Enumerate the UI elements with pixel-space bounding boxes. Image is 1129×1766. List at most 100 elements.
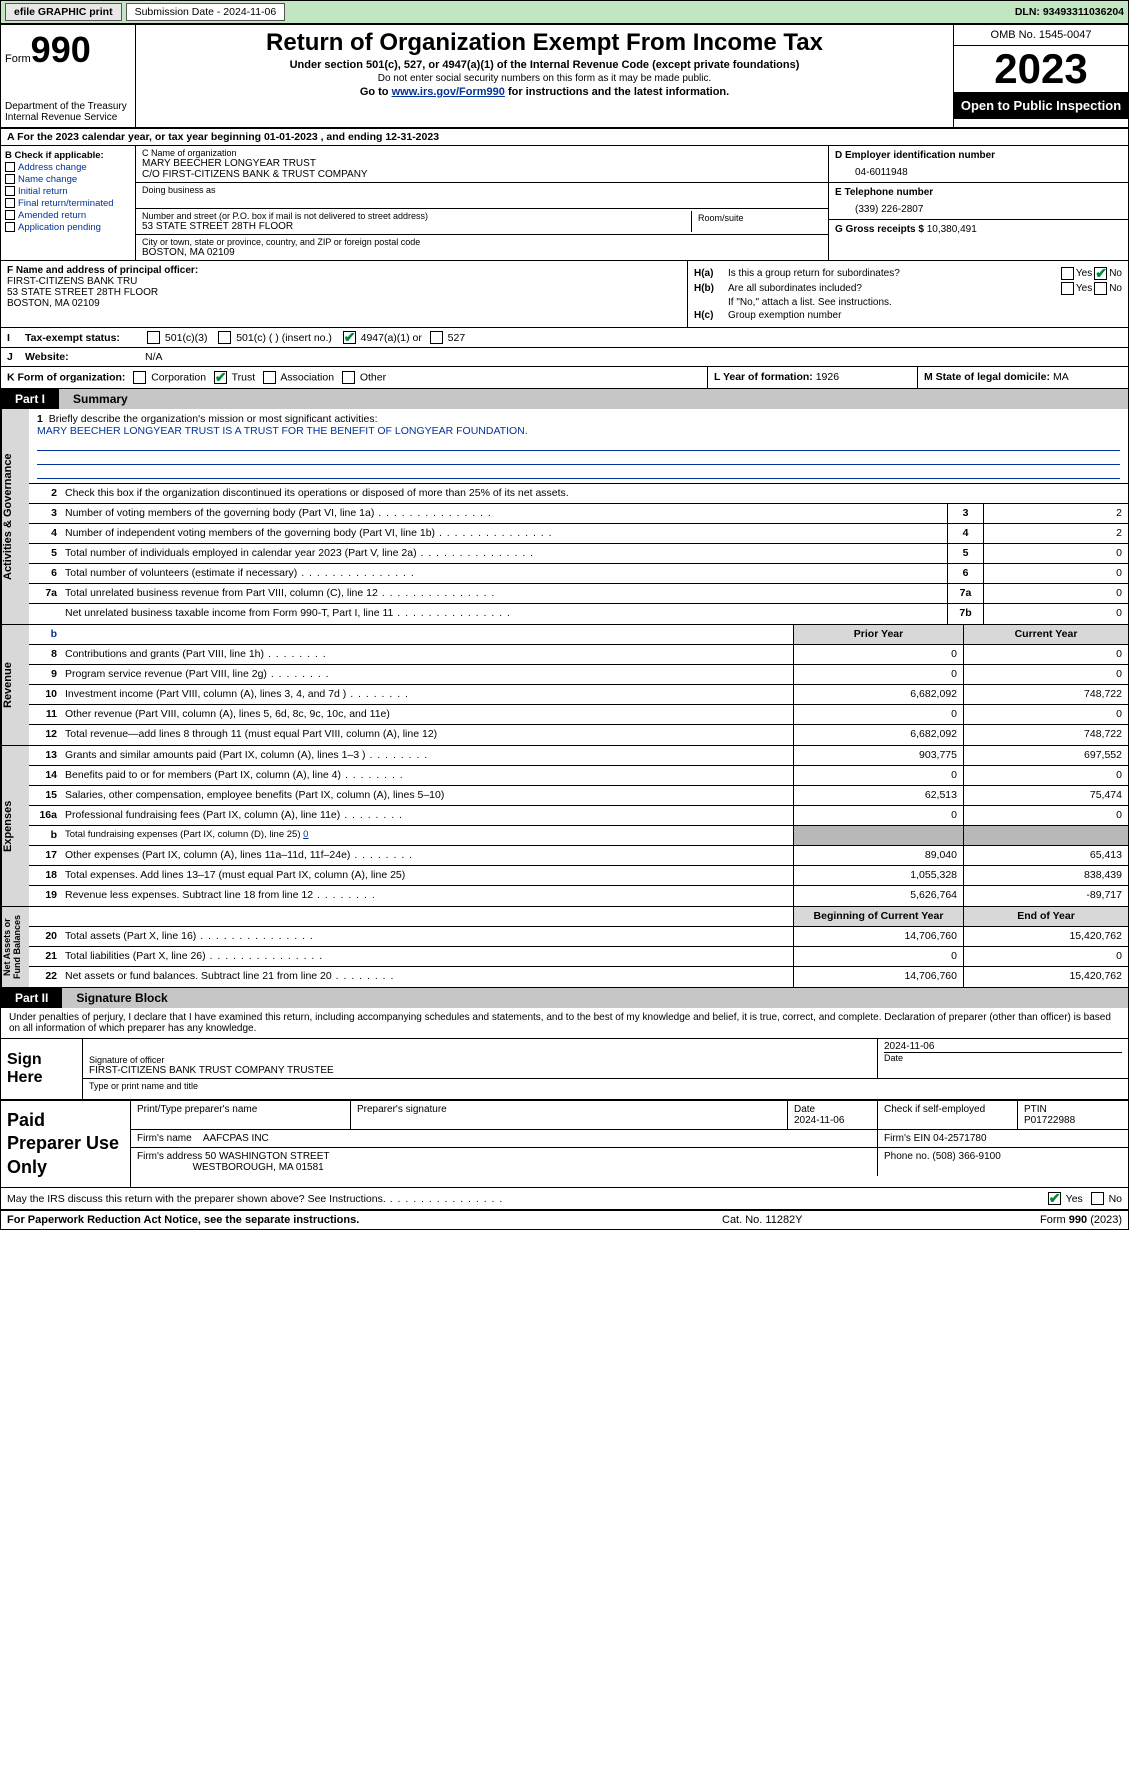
val-6: 0 — [983, 564, 1128, 583]
discuss-no[interactable] — [1091, 1192, 1104, 1205]
p11: 0 — [793, 705, 963, 724]
col-begin: Beginning of Current Year — [793, 907, 963, 926]
chk-4947[interactable] — [343, 331, 356, 344]
klm-row: K Form of organization: Corporation Trus… — [1, 367, 1128, 389]
goto-line: Go to www.irs.gov/Form990 for instructio… — [140, 86, 949, 98]
line-14: Benefits paid to or for members (Part IX… — [61, 766, 793, 785]
section-expenses: Expenses 13Grants and similar amounts pa… — [1, 746, 1128, 907]
discuss-question: May the IRS discuss this return with the… — [7, 1193, 503, 1205]
line-3: Number of voting members of the governin… — [61, 504, 947, 523]
form-ssn-note: Do not enter social security numbers on … — [140, 73, 949, 84]
line-19: Revenue less expenses. Subtract line 18 … — [61, 886, 793, 906]
line-5: Total number of individuals employed in … — [61, 544, 947, 563]
city-value: BOSTON, MA 02109 — [142, 247, 822, 258]
form-org-label: K Form of organization: — [7, 371, 125, 383]
form-990: Form990 Department of the Treasury Inter… — [0, 24, 1129, 1230]
chk-initial-return[interactable]: Initial return — [5, 186, 131, 197]
chk-assoc[interactable] — [263, 371, 276, 384]
part-2-tag: Part II — [1, 988, 62, 1008]
chk-501c3[interactable] — [147, 331, 160, 344]
org-name: MARY BEECHER LONGYEAR TRUST — [142, 158, 822, 169]
ha-question: Is this a group return for subordinates? — [728, 268, 1059, 279]
line-16a: Professional fundraising fees (Part IX, … — [61, 806, 793, 825]
chk-501c[interactable] — [218, 331, 231, 344]
p16a: 0 — [793, 806, 963, 825]
box-m: M State of legal domicile: MA — [918, 367, 1128, 388]
chk-name-change[interactable]: Name change — [5, 174, 131, 185]
p9: 0 — [793, 665, 963, 684]
cat-no: Cat. No. 11282Y — [722, 1214, 922, 1226]
form-word: Form — [5, 53, 31, 65]
phone-value: (339) 226-2807 — [835, 198, 1122, 215]
tax-year: 2023 — [954, 46, 1128, 92]
col-prior: Prior Year — [793, 625, 963, 644]
header-middle: Return of Organization Exempt From Incom… — [136, 25, 953, 127]
line-10: Investment income (Part VIII, column (A)… — [61, 685, 793, 704]
chk-corp[interactable] — [133, 371, 146, 384]
box-j: J Website: N/A — [1, 348, 1128, 367]
line-9: Program service revenue (Part VIII, line… — [61, 665, 793, 684]
c8: 0 — [963, 645, 1128, 664]
p19: 5,626,764 — [793, 886, 963, 906]
officer-label: F Name and address of principal officer: — [7, 265, 681, 276]
irs-link[interactable]: www.irs.gov/Form990 — [392, 86, 505, 98]
line-12: Total revenue—add lines 8 through 11 (mu… — [61, 725, 793, 745]
box-b-header: B Check if applicable: — [5, 150, 131, 161]
vtab-expenses: Expenses — [1, 746, 29, 906]
c9: 0 — [963, 665, 1128, 684]
section-revenue: Revenue bPrior YearCurrent Year 8Contrib… — [1, 625, 1128, 746]
p20: 14,706,760 — [793, 927, 963, 946]
val-7a: 0 — [983, 584, 1128, 603]
chk-trust[interactable] — [214, 371, 227, 384]
chk-final-return[interactable]: Final return/terminated — [5, 198, 131, 209]
header-left: Form990 Department of the Treasury Inter… — [1, 25, 136, 127]
line-7a: Total unrelated business revenue from Pa… — [61, 584, 947, 603]
c13: 697,552 — [963, 746, 1128, 765]
p17: 89,040 — [793, 846, 963, 865]
self-employed-label: Check if self-employed — [878, 1101, 1018, 1129]
chk-other[interactable] — [342, 371, 355, 384]
chk-amended-return[interactable]: Amended return — [5, 210, 131, 221]
section-net-assets: Net Assets or Fund Balances Beginning of… — [1, 907, 1128, 988]
val-3: 2 — [983, 504, 1128, 523]
hb-yes[interactable] — [1061, 282, 1074, 295]
firm-addr1: 50 WASHINGTON STREET — [205, 1151, 329, 1162]
boxes-deg: D Employer identification number 04-6011… — [828, 146, 1128, 260]
box-i: I Tax-exempt status: 501(c)(3) 501(c) ( … — [1, 328, 1128, 348]
efile-print-button[interactable]: efile GRAPHIC print — [5, 3, 122, 21]
sig-officer-label: Signature of officer — [89, 1055, 871, 1065]
dba-label: Doing business as — [142, 185, 822, 195]
ha-yes[interactable] — [1061, 267, 1074, 280]
goto-pre: Go to — [360, 86, 392, 98]
c19: -89,717 — [963, 886, 1128, 906]
chk-527[interactable] — [430, 331, 443, 344]
period-bar: A For the 2023 calendar year, or tax yea… — [1, 129, 1128, 146]
officer-l2: 53 STATE STREET 28TH FLOOR — [7, 287, 681, 298]
paid-preparer-block: Paid Preparer Use Only Print/Type prepar… — [1, 1101, 1128, 1188]
c16a: 0 — [963, 806, 1128, 825]
hb-no[interactable] — [1094, 282, 1107, 295]
c12: 748,722 — [963, 725, 1128, 745]
phone-label: E Telephone number — [835, 187, 1122, 198]
col-current: Current Year — [963, 625, 1128, 644]
form-title: Return of Organization Exempt From Incom… — [140, 29, 949, 57]
chk-application-pending[interactable]: Application pending — [5, 222, 131, 233]
firm-phone: (508) 366-9100 — [932, 1151, 1000, 1162]
vtab-revenue: Revenue — [1, 625, 29, 745]
val-7b: 0 — [983, 604, 1128, 624]
mission-block: 1 Briefly describe the organization's mi… — [29, 409, 1128, 484]
c10: 748,722 — [963, 685, 1128, 704]
chk-address-change[interactable]: Address change — [5, 162, 131, 173]
discuss-yes[interactable] — [1048, 1192, 1061, 1205]
mission-text: MARY BEECHER LONGYEAR TRUST IS A TRUST F… — [37, 425, 528, 437]
form-subtitle: Under section 501(c), 527, or 4947(a)(1)… — [140, 59, 949, 71]
form-header: Form990 Department of the Treasury Inter… — [1, 25, 1128, 129]
vtab-net-assets: Net Assets or Fund Balances — [1, 907, 29, 987]
firm-addr2: WESTBOROUGH, MA 01581 — [193, 1162, 324, 1173]
discuss-row: May the IRS discuss this return with the… — [1, 1188, 1128, 1211]
p8: 0 — [793, 645, 963, 664]
c17: 65,413 — [963, 846, 1128, 865]
form-number: 990 — [31, 29, 91, 70]
prep-date: 2024-11-06 — [794, 1115, 844, 1126]
ha-no[interactable] — [1094, 267, 1107, 280]
